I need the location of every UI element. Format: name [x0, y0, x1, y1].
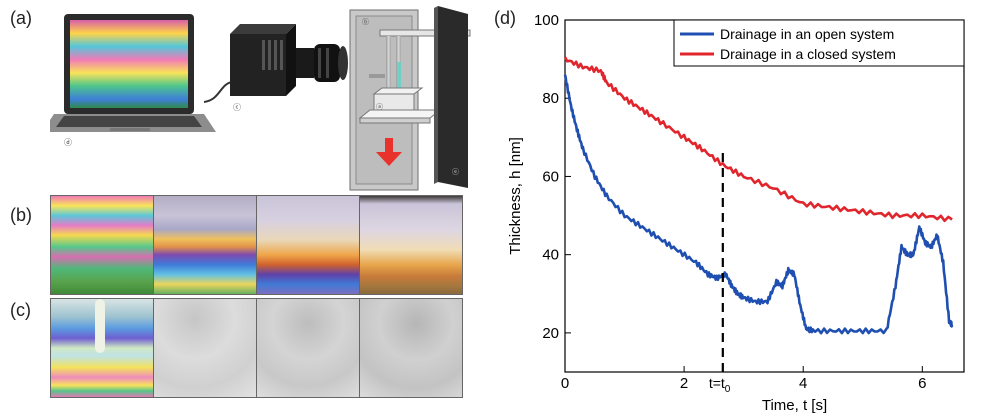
frame-tag-b: ⓑ — [362, 18, 369, 26]
down-arrow-icon — [385, 138, 393, 152]
legend-box — [673, 19, 965, 67]
camera-tag: ⓒ — [233, 103, 241, 112]
panel-label-c: (c) — [10, 300, 31, 320]
apparatus-illustration: ⓓ ⓒ — [50, 6, 471, 191]
series-line-closed — [563, 56, 953, 223]
legend-label-open: Drainage in an open system — [720, 26, 894, 42]
y-tick-label: 20 — [542, 325, 559, 342]
laptop-icon: ⓓ — [50, 14, 216, 147]
x-tick-label: 0 — [561, 375, 569, 392]
film-b1 — [50, 195, 154, 295]
film-c4 — [359, 298, 463, 398]
y-axis-label: Thickness, h [nm] — [507, 137, 524, 255]
series-line-open — [563, 74, 954, 335]
film-c3 — [256, 298, 360, 398]
t0-marker-label: t=t0 — [709, 375, 731, 395]
film-b4 — [359, 195, 463, 295]
x-tick-label: 4 — [799, 375, 807, 392]
film-c1 — [50, 298, 154, 398]
frame-tag-a: ⓐ — [376, 103, 383, 111]
plot-frame — [564, 19, 965, 373]
thickness-chart: 0 2 4 6 20 40 60 80 100 t=t0 Time, t [s] Thickne… — [507, 12, 965, 414]
frame-icon: ⓑ ⓐ — [349, 9, 471, 191]
film-b2 — [153, 195, 257, 295]
camera-icon: ⓒ — [230, 24, 348, 112]
legend-label-closed: Drainage in a closed system — [720, 46, 896, 62]
y-tick-label: 80 — [542, 90, 559, 107]
y-tick-label: 100 — [534, 12, 559, 29]
legend: Drainage in an open system Drainage in a… — [673, 19, 965, 67]
film-b3 — [256, 195, 360, 295]
cable — [203, 81, 233, 103]
y-tick-label: 40 — [542, 247, 559, 264]
frame-tag-e: ⓔ — [452, 168, 459, 176]
y-tick-label: 60 — [542, 168, 559, 185]
panel-label-b: (b) — [10, 205, 32, 225]
x-tick-label: 6 — [918, 375, 926, 392]
x-axis-label: Time, t [s] — [762, 397, 827, 414]
laptop-tag: ⓓ — [64, 138, 72, 147]
panel-label-d: (d) — [494, 8, 516, 28]
panel-label-a: (a) — [10, 8, 32, 28]
x-tick-label: 2 — [680, 375, 688, 392]
film-c2 — [153, 298, 257, 398]
door-panel — [438, 6, 468, 188]
